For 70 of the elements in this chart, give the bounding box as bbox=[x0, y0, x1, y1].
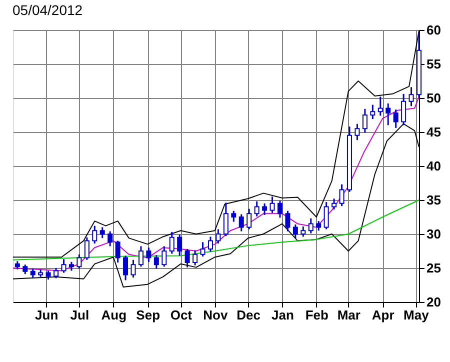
x-tick-label: Sep bbox=[136, 308, 160, 322]
candlestick bbox=[130, 259, 136, 278]
candlestick bbox=[223, 202, 228, 237]
candlestick bbox=[108, 230, 113, 247]
candlestick bbox=[393, 108, 398, 129]
x-tick-label: Feb bbox=[305, 308, 329, 322]
candlestick bbox=[254, 200, 260, 218]
candlestick bbox=[300, 226, 306, 238]
candlestick bbox=[162, 245, 167, 268]
candlestick bbox=[285, 210, 290, 232]
candlestick bbox=[401, 93, 406, 126]
candlestick bbox=[100, 226, 105, 239]
candlestick bbox=[177, 234, 182, 257]
candlestick bbox=[84, 236, 90, 261]
line-series bbox=[12, 200, 420, 260]
candlestick bbox=[115, 240, 120, 264]
line-series bbox=[12, 96, 420, 272]
y-tick-label: 60 bbox=[426, 22, 441, 38]
y-tick-label: 55 bbox=[426, 56, 441, 72]
candlestick bbox=[324, 201, 329, 230]
candlestick bbox=[192, 250, 198, 266]
chart-title: 05/04/2012 bbox=[12, 2, 83, 18]
candlestick bbox=[277, 200, 282, 218]
candlestick bbox=[22, 264, 28, 275]
candlestick bbox=[262, 202, 268, 216]
x-tick-label: Oct bbox=[170, 308, 193, 322]
candlestick bbox=[200, 241, 206, 258]
candlestick bbox=[216, 228, 221, 244]
candlestick bbox=[76, 254, 82, 270]
y-tick-label: 30 bbox=[426, 226, 441, 242]
y-tick-label: 25 bbox=[426, 260, 441, 276]
y-tick-label: 35 bbox=[426, 192, 441, 208]
candlestick bbox=[362, 108, 368, 134]
candlestick bbox=[138, 245, 144, 268]
candlestick bbox=[339, 184, 344, 207]
candlestick bbox=[408, 86, 414, 107]
x-tick-label: Dec bbox=[236, 308, 260, 322]
candlestick bbox=[370, 104, 376, 120]
candlestick bbox=[54, 267, 59, 279]
candlestick bbox=[316, 220, 322, 232]
y-tick-label: 45 bbox=[426, 124, 441, 140]
candlestick bbox=[169, 231, 174, 254]
candlestick bbox=[270, 196, 275, 214]
x-tick-label: Mar bbox=[337, 308, 360, 322]
x-tick-label: Jul bbox=[70, 308, 90, 322]
candlestick bbox=[146, 246, 152, 263]
candlestick bbox=[154, 254, 159, 270]
candlestick bbox=[354, 123, 360, 141]
y-tick-label: 40 bbox=[426, 158, 441, 174]
candlestick bbox=[246, 208, 252, 230]
x-tick-label: May bbox=[404, 308, 430, 322]
x-tick-label: Aug bbox=[101, 308, 127, 322]
y-tick-label: 20 bbox=[426, 294, 441, 310]
x-tick-label: Jun bbox=[35, 308, 58, 322]
candlestick bbox=[184, 248, 190, 268]
candlestick bbox=[332, 198, 337, 210]
candlestick bbox=[378, 96, 383, 116]
y-tick-label: 50 bbox=[426, 90, 441, 106]
candlestick bbox=[92, 225, 98, 244]
candlestick bbox=[231, 210, 236, 223]
x-tick-label: Apr bbox=[372, 308, 394, 322]
candlestick bbox=[208, 236, 213, 252]
x-tick-label: Jan bbox=[271, 308, 294, 322]
candlestick bbox=[292, 224, 298, 239]
x-tick-label: Nov bbox=[203, 308, 228, 322]
candlestick bbox=[386, 102, 391, 126]
candlestick bbox=[61, 258, 66, 274]
candlestick bbox=[123, 255, 128, 281]
candlestick bbox=[238, 214, 244, 232]
candlestick bbox=[308, 218, 314, 234]
